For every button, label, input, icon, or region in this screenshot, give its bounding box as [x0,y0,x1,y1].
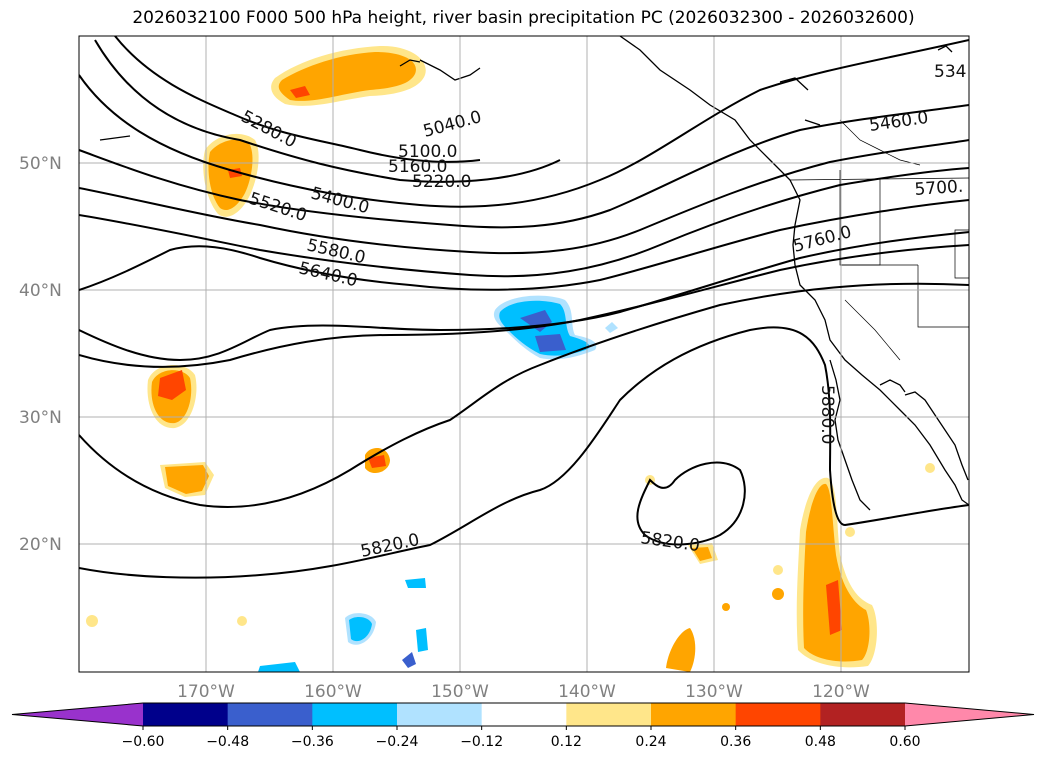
colorbar-tick-label: 0.36 [720,734,751,750]
colorbar-segment [312,703,398,726]
lat-label: 30°N [19,408,62,428]
colorbar-extend-high [905,703,1034,726]
height-contours [79,36,969,579]
lon-label: 140°W [558,682,616,702]
colorbar-tick-label: 0.48 [805,734,836,750]
colorbar-segment [143,703,229,726]
colorbar-segment [820,703,906,726]
lon-label: 130°W [685,682,743,702]
colorbar-tick-label: −0.48 [206,734,249,750]
lon-label: 170°W [177,682,235,702]
colorbar-segment [227,703,313,726]
colorbar-segment [397,703,483,726]
colorbar-segment [651,703,737,726]
contour-label: 5880.0 [817,385,837,444]
colorbar-segment [566,703,652,726]
lat-label: 20°N [19,535,62,555]
colorbar: −0.60 −0.48 −0.36 −0.24 −0.12 0.12 0.24 0.36 0.4… [11,702,1035,750]
graticule [79,36,969,672]
colorbar-segment [735,703,821,726]
contour-label: 5220.0 [412,172,471,192]
contour-label: 534 [934,62,966,82]
contour-label: 5100.0 [398,142,457,162]
colorbar-tick-label: 0.24 [635,734,666,750]
lon-label: 150°W [431,682,489,702]
colorbar-tick-label: 0.12 [551,734,582,750]
lon-label: 160°W [304,682,362,702]
colorbar-tick-label: −0.60 [122,734,165,750]
lat-label: 40°N [19,281,62,301]
colorbar-tick-label: −0.24 [376,734,419,750]
precip-shading [86,45,935,672]
colorbar-tick-label: −0.12 [460,734,503,750]
colorbar-segment [481,703,567,726]
map-frame [78,35,970,673]
coastlines [99,36,969,511]
contour-label: 5700. [914,177,964,200]
colorbar-tick-label: −0.36 [291,734,334,750]
colorbar-tick-label: 0.60 [889,734,920,750]
lat-label: 50°N [19,154,62,174]
colorbar-extend-low [12,703,143,726]
map-title: 2026032100 F000 500 hPa height, river ba… [132,8,915,28]
lon-label: 120°W [812,682,870,702]
contour-label: 5160.0 [388,157,447,177]
